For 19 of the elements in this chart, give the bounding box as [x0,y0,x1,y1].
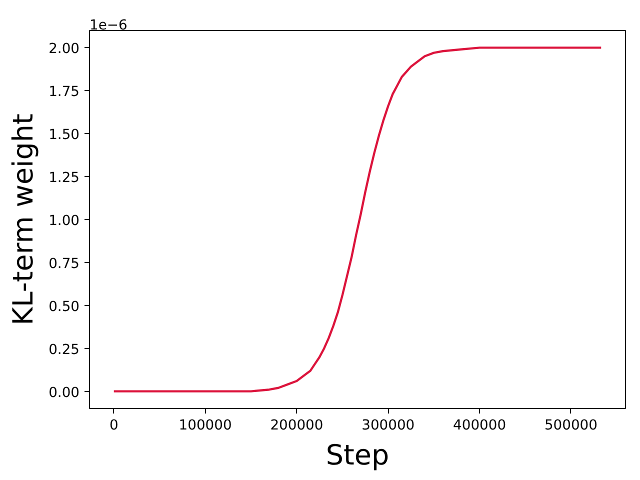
y-tick-label: 1.00 [48,213,80,229]
y-tick-label: 1.50 [48,127,80,144]
annotation: 1e−6 [90,18,128,34]
y-axis-title: KL-term weight [6,113,40,326]
y-tick-label: 0.50 [48,298,80,315]
y-tick-label: 0.25 [48,342,80,358]
x-tick-label: 0 [109,418,118,434]
y-tick-label: 0.00 [48,384,80,401]
x-tick-label: 100000 [178,418,232,434]
line-series [112,46,602,392]
x-tick-label: 500000 [544,418,598,434]
y-tick-label: 1.25 [48,170,80,186]
x-tick-label: 400000 [453,418,506,434]
x-tick-label: 200000 [270,418,324,434]
x-axis-title: Step [326,438,390,472]
y-tick-label: 0.75 [48,256,80,272]
y-tick-label: 1.75 [48,84,80,100]
x-tick-label: 300000 [362,418,415,434]
y-tick-label: 2.00 [48,41,80,58]
